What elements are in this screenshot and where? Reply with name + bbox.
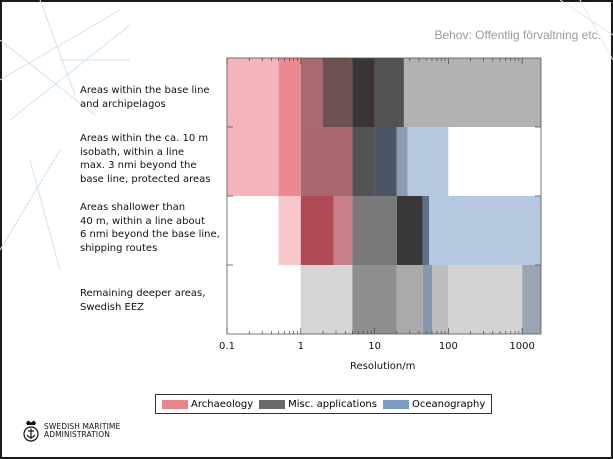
bar-row1-seg2 (300, 127, 353, 196)
row-label-base-line: Areas within the base line and archipela… (80, 85, 210, 110)
bar-row1-seg0 (227, 127, 279, 196)
bar-row3-seg1 (300, 265, 353, 334)
bar-row1-seg1 (278, 127, 301, 196)
bar-row2-seg5 (396, 196, 423, 265)
bar-row3-seg3 (396, 265, 423, 334)
bar-row0-seg8 (403, 58, 541, 127)
legend-swatch-oceanography (382, 399, 409, 409)
legend: Archaeology Misc. applications Oceanogra… (155, 394, 493, 414)
row-label-40m: Areas shallower than 40 m, within a line… (80, 202, 220, 254)
bar-row0-seg1 (227, 58, 279, 127)
bar-row3-seg0 (227, 265, 301, 334)
bar-row2-seg0 (227, 196, 279, 265)
bar-row1-seg7 (448, 127, 541, 196)
legend-item-misc: Misc. applications (259, 399, 377, 410)
bar-row2-seg2 (300, 196, 334, 265)
bar-row3-seg2 (352, 265, 397, 334)
x-tick-label-0: 0.1 (219, 341, 235, 352)
x-axis-label: Resolution/m (350, 361, 416, 372)
bar-row1-seg4 (374, 127, 397, 196)
bar-row2-seg3 (333, 196, 353, 265)
bar-row3-seg6 (448, 265, 523, 334)
slide-header-text: Behov: Offentlig förvaltning etc. (434, 28, 601, 42)
legend-label-archaeology: Archaeology (191, 398, 254, 410)
anchor-crown-icon (23, 420, 39, 442)
x-tick-label-2: 10 (368, 341, 381, 352)
bar-row0-seg3 (300, 58, 324, 127)
bar-row2-seg6 (422, 196, 430, 265)
bar-row1-seg3 (352, 127, 375, 196)
bar-row0-seg2 (278, 58, 301, 127)
bar-row3-seg7 (522, 265, 541, 334)
legend-item-oceanography: Oceanography (382, 398, 486, 410)
bar-row1-seg5 (396, 127, 408, 196)
x-tick-label-3: 100 (439, 341, 458, 352)
bar-row0-seg6 (374, 58, 404, 127)
x-tick-label-4: 1000 (509, 341, 534, 352)
row-label-10m-isobath: Areas within the ca. 10 m isobath, withi… (80, 133, 211, 185)
row-label-deeper-areas: Remaining deeper areas, Swedish EEZ (80, 288, 206, 313)
bar-row2-seg4 (352, 196, 397, 265)
bar-row3-seg5 (432, 265, 449, 334)
legend-swatch-misc (259, 399, 286, 409)
legend-label-oceanography: Oceanography (411, 398, 486, 410)
bar-row0-seg5 (352, 58, 375, 127)
bar-row2-seg1 (278, 196, 301, 265)
bar-row1-seg6 (407, 127, 449, 196)
bar-row2-seg7 (429, 196, 541, 265)
logo: SWEDISH MARITIME ADMINISTRATION (22, 420, 120, 442)
legend-label-misc: Misc. applications (288, 398, 377, 410)
legend-item-archaeology: Archaeology (162, 399, 253, 410)
bar-row3-seg4 (422, 265, 433, 334)
bar-row0-seg4 (323, 58, 353, 127)
x-tick-label-1: 1 (298, 341, 304, 352)
legend-swatch-archaeology (162, 399, 188, 409)
logo-text: SWEDISH MARITIME ADMINISTRATION (44, 422, 121, 439)
